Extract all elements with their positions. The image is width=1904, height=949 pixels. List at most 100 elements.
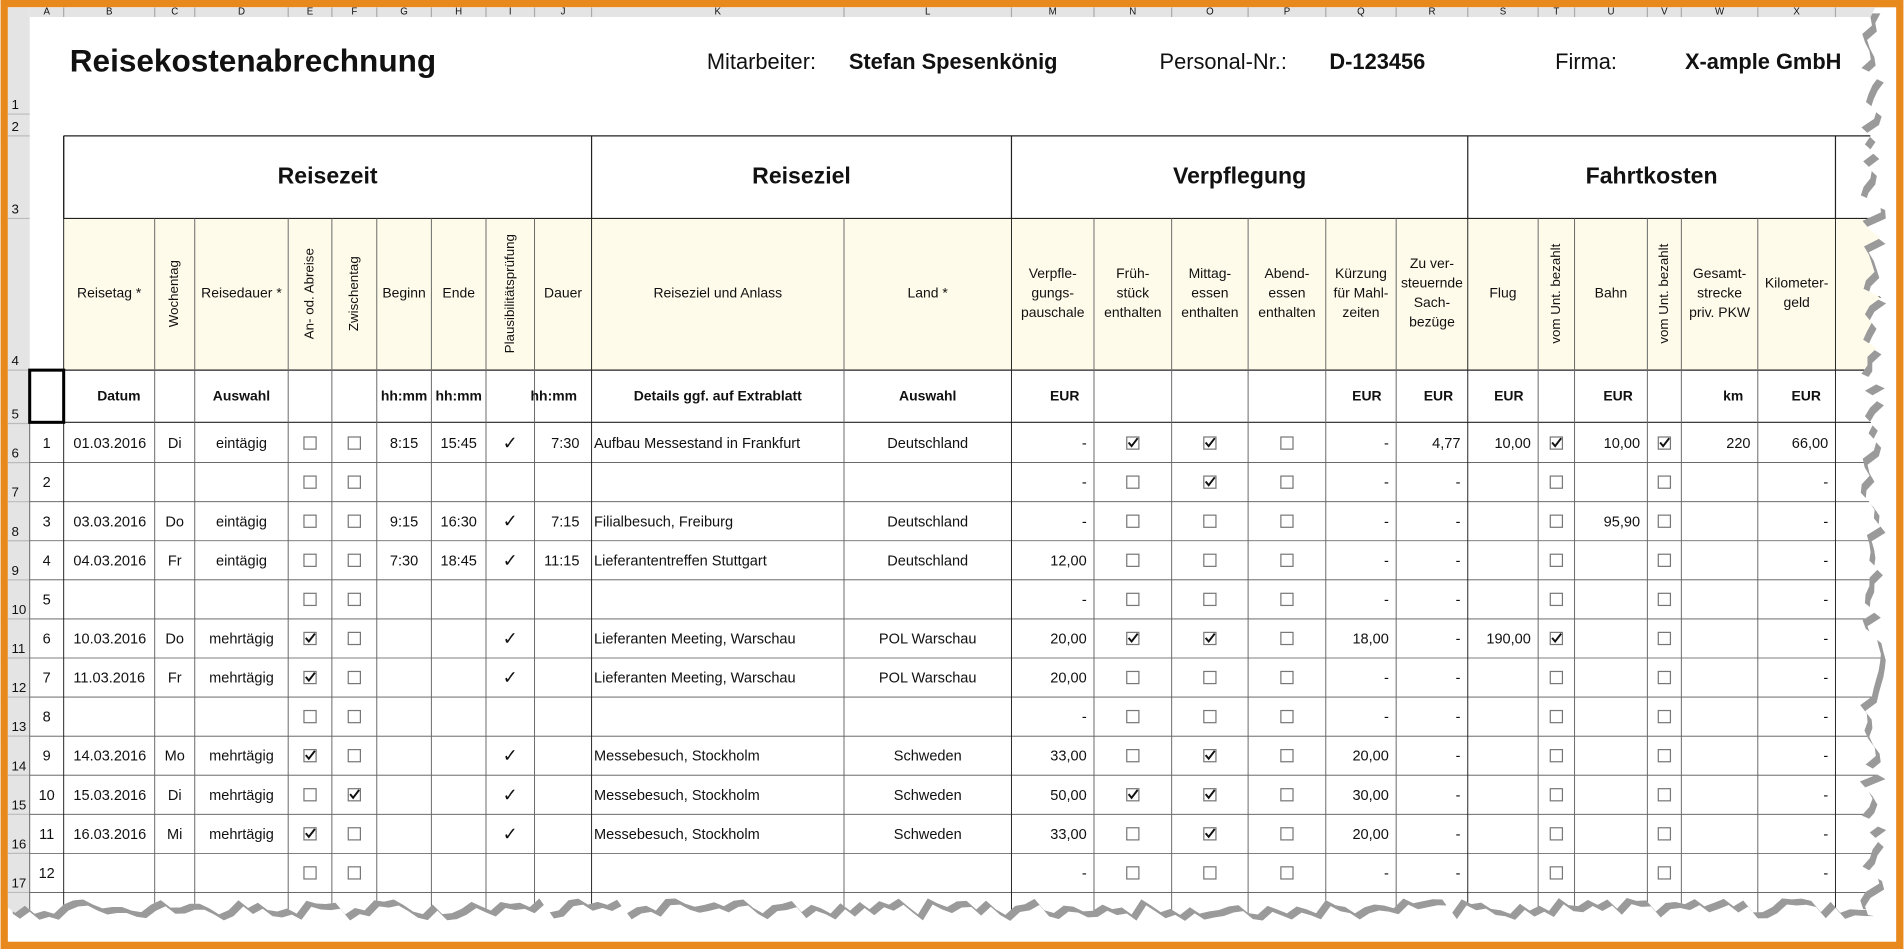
cell: 20,00 [1352,749,1388,765]
checkbox [1657,749,1672,763]
cell: 5 [43,592,51,608]
checkbox [1280,709,1294,724]
cell: - [1456,592,1461,608]
cell: ✓ [503,668,518,688]
cell: - [1456,710,1461,726]
checkbox-check [1204,633,1216,644]
checkbox [1657,709,1672,724]
cell: - [1823,827,1828,843]
cell: - [1082,866,1087,882]
checkbox [1280,866,1294,880]
column-letter: C [171,7,178,18]
checkbox [303,475,317,489]
checkbox-check [305,633,316,644]
column-header: Kürzung [1335,265,1387,281]
column-header: geld [1783,294,1809,310]
cell: 04.03.2016 [73,553,146,569]
checkbox [303,788,317,802]
cell: - [1823,475,1828,491]
cell: 4 [43,553,51,569]
column-header: vom Unt. bezahlt [1656,243,1671,343]
cell: - [1384,592,1389,608]
cell: - [1082,710,1087,726]
checkbox [347,631,361,646]
cell: ✓ [503,433,518,453]
cell: - [1384,475,1389,491]
cell: - [1456,671,1461,687]
cell: 11 [39,827,54,843]
checkbox [1549,749,1564,763]
cell: Mo [165,749,185,765]
cell: 10 [39,788,55,804]
column-letter: L [925,7,931,18]
checkbox [1280,788,1294,802]
checkbox-check [305,828,316,839]
column-header: essen [1268,284,1305,300]
cell: ✓ [503,550,518,570]
checkbox [1280,436,1294,450]
cell: 18:45 [440,553,476,569]
cell: 9 [43,749,51,765]
cell: - [1456,866,1461,882]
checkbox [303,709,317,724]
column-header: Beginn [382,284,425,300]
cell: Fr [168,671,182,687]
column-header: Verpfle- [1029,265,1077,281]
column-letter: V [1661,7,1668,18]
cell: 6 [43,632,51,648]
cell: 16:30 [440,514,476,530]
group-header: Reisezeit [278,162,378,188]
checkbox [347,436,361,450]
column-header: für Mahl- [1333,284,1388,300]
cell: Messebesuch, Stockholm [594,827,760,843]
checkbox [1203,592,1217,607]
column-header: Abend- [1264,265,1309,281]
header-employee-label: Mitarbeiter: [707,49,816,74]
checkbox [1657,670,1672,685]
cell: Di [168,436,182,452]
cell: Lieferanten Meeting, Warschau [594,632,796,648]
checkbox [347,749,361,763]
checkbox [1203,866,1217,880]
cell: - [1823,592,1828,608]
cell: 30,00 [1352,788,1388,804]
cell: Fr [168,553,182,569]
unit-label: Auswahl [899,388,956,404]
checkbox [1280,670,1294,685]
row-number: 4 [11,353,19,368]
checkbox [1126,827,1140,841]
row-number: 1 [11,97,18,112]
checkbox-check [305,750,316,761]
column-header: gungs- [1031,284,1074,300]
cell: mehrtägig [209,749,274,765]
column-header: strecke [1697,284,1742,300]
cell: - [1384,710,1389,726]
cell: 10,00 [1494,436,1530,452]
cell: 7:15 [551,514,579,530]
cell: - [1384,514,1389,530]
cell: 12 [39,866,55,882]
checkbox [1549,592,1564,607]
checkbox-check [1204,476,1216,487]
checkbox [1203,670,1217,685]
cell: 01.03.2016 [73,436,146,452]
cell: - [1456,827,1461,843]
checkbox [1126,670,1140,685]
checkbox [1280,749,1294,763]
cell: 220 [1726,436,1750,452]
cell: 14.03.2016 [73,749,146,765]
cell: Aufbau Messestand in Frankfurt [594,436,800,452]
cell: ✓ [503,746,518,766]
checkbox [1280,631,1294,646]
checkbox [303,436,317,450]
checkbox [1280,592,1294,607]
cell: Filialbesuch, Freiburg [594,514,733,530]
cell: - [1823,710,1828,726]
row-number: 2 [11,119,18,134]
column-letter: H [455,7,462,18]
header-personnel-label: Personal-Nr.: [1160,49,1287,74]
column-letter: X [1793,7,1800,18]
row-number: 17 [11,875,26,890]
